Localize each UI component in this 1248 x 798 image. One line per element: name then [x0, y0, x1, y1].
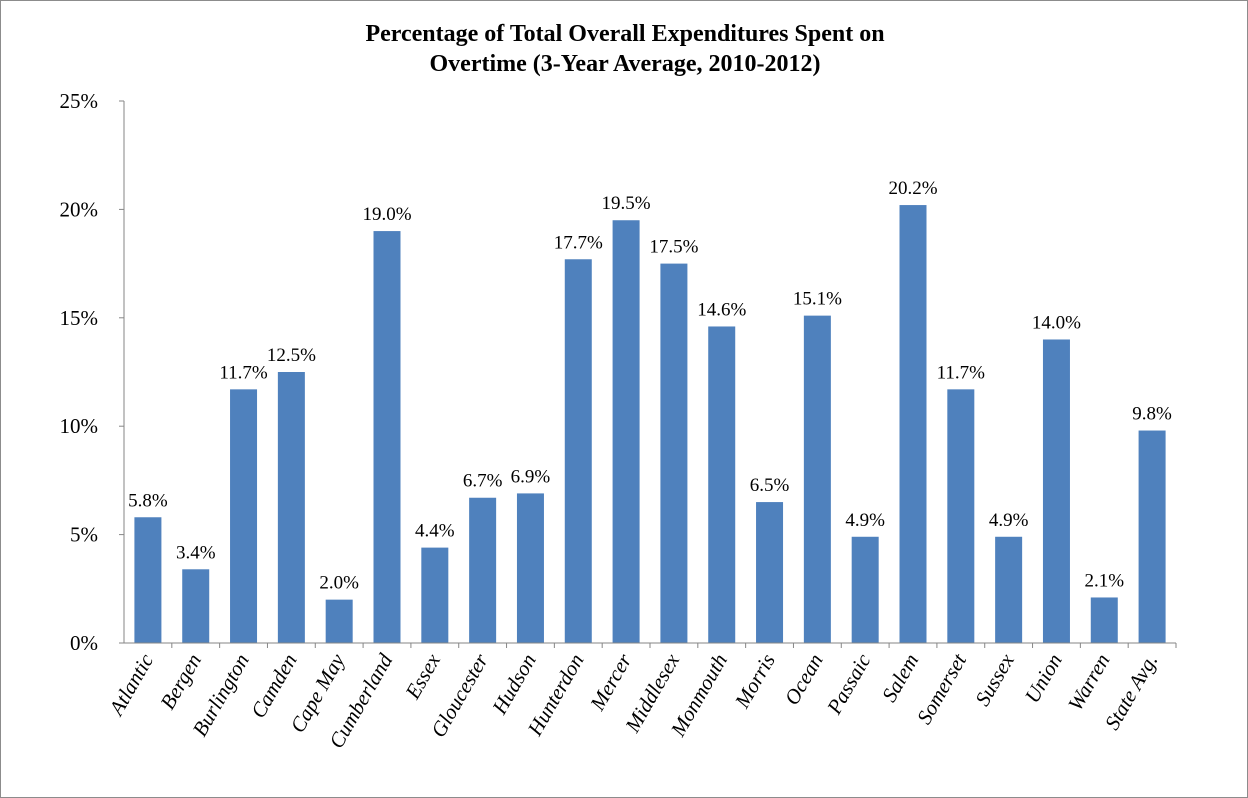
data-label: 11.7% — [937, 362, 986, 383]
data-label: 4.9% — [989, 510, 1029, 531]
bar — [851, 536, 879, 643]
data-label: 4.4% — [415, 521, 455, 542]
data-label: 2.0% — [319, 573, 359, 594]
y-axis: 0% 5% 10% 15% 20% 25% — [60, 89, 125, 655]
data-label: 14.6% — [697, 299, 746, 320]
y-tick-label: 15% — [60, 306, 99, 330]
bar — [230, 389, 258, 643]
bar — [564, 259, 592, 643]
bar — [516, 493, 544, 643]
data-label: 12.5% — [267, 345, 316, 366]
bar — [708, 326, 736, 643]
bar — [947, 389, 975, 643]
bar — [995, 536, 1023, 643]
chart-title-line-1: Percentage of Total Overall Expenditures… — [365, 21, 885, 47]
data-label: 19.5% — [602, 193, 651, 214]
data-label: 6.9% — [511, 466, 551, 487]
chart-title-line-2: Overtime (3-Year Average, 2010-2012) — [429, 51, 821, 77]
bar — [803, 315, 831, 643]
data-label: 3.4% — [176, 542, 216, 563]
y-tick-label: 5% — [70, 523, 98, 547]
bar — [1138, 430, 1166, 643]
data-label: 19.0% — [362, 204, 411, 225]
y-tick-label: 0% — [70, 631, 98, 655]
bar — [421, 547, 449, 643]
y-tick-label: 20% — [60, 197, 99, 221]
data-label: 15.1% — [793, 289, 842, 310]
category-label: Atlantic — [103, 649, 158, 721]
data-label: 4.9% — [845, 510, 885, 531]
chart-title: Percentage of Total Overall Expenditures… — [1, 19, 1248, 79]
bar — [277, 372, 305, 643]
bar — [373, 231, 401, 643]
bar — [325, 599, 353, 643]
bars — [134, 205, 1166, 644]
bar — [1042, 339, 1070, 643]
bar — [134, 517, 162, 643]
bar — [469, 497, 497, 643]
category-label: Passaic — [822, 649, 876, 719]
bar — [182, 569, 210, 643]
bar — [756, 502, 784, 643]
category-label: Ocean — [780, 650, 828, 709]
data-label: 6.5% — [750, 475, 790, 496]
category-label: Warren — [1063, 650, 1115, 715]
category-label: Mercer — [585, 649, 637, 715]
category-label: Morris — [729, 650, 779, 713]
y-tick-label: 25% — [60, 89, 99, 113]
bar — [1090, 597, 1118, 643]
data-label: 9.8% — [1132, 404, 1172, 425]
data-label: 5.8% — [128, 490, 168, 511]
data-label: 17.7% — [554, 232, 603, 253]
data-label: 2.1% — [1084, 570, 1124, 591]
category-label: Essex — [400, 649, 446, 704]
bar — [660, 263, 688, 643]
data-label: 6.7% — [463, 471, 503, 492]
data-label: 14.0% — [1032, 312, 1081, 333]
bar — [612, 220, 640, 644]
data-label: 11.7% — [219, 362, 268, 383]
bar — [899, 205, 927, 643]
data-labels: 5.8%3.4%11.7%12.5%2.0%19.0%4.4%6.7% 6.9%1… — [128, 178, 1172, 594]
category-label: Union — [1020, 650, 1067, 707]
y-tick-label: 10% — [60, 414, 99, 438]
category-label: Bergen — [155, 650, 206, 714]
data-label: 17.5% — [649, 237, 698, 258]
category-label: Salem — [877, 650, 923, 706]
category-label: Sussex — [970, 649, 1019, 710]
data-label: 20.2% — [888, 178, 937, 199]
